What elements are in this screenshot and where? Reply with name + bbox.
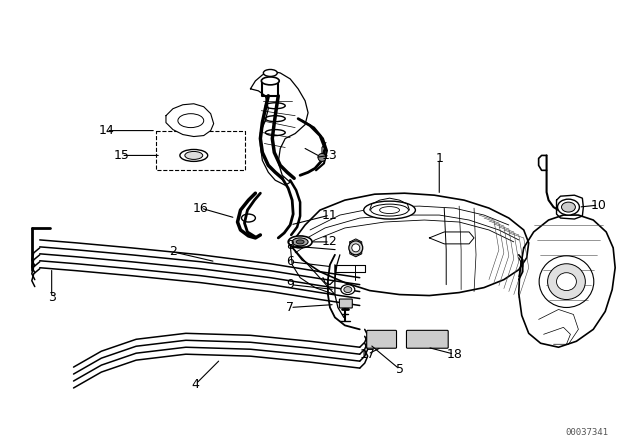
Ellipse shape: [548, 264, 586, 300]
Text: 4: 4: [192, 378, 200, 391]
Ellipse shape: [180, 150, 208, 161]
Ellipse shape: [288, 236, 312, 248]
Ellipse shape: [349, 241, 363, 255]
Text: 1: 1: [435, 152, 443, 165]
Ellipse shape: [296, 240, 304, 244]
Text: 7: 7: [286, 301, 294, 314]
Text: 13: 13: [322, 149, 338, 162]
Text: 00037341: 00037341: [565, 428, 608, 437]
Ellipse shape: [341, 284, 355, 294]
Ellipse shape: [318, 154, 326, 161]
Ellipse shape: [185, 151, 203, 159]
Polygon shape: [250, 71, 308, 185]
FancyBboxPatch shape: [406, 330, 448, 348]
Text: 18: 18: [446, 348, 462, 361]
Polygon shape: [166, 104, 214, 137]
Text: 5: 5: [396, 362, 403, 375]
FancyBboxPatch shape: [367, 330, 397, 348]
Ellipse shape: [364, 201, 415, 219]
Ellipse shape: [263, 69, 277, 77]
Polygon shape: [519, 215, 615, 347]
Text: 9: 9: [286, 278, 294, 291]
Text: 6: 6: [286, 255, 294, 268]
Text: 12: 12: [322, 235, 338, 248]
Text: 11: 11: [322, 209, 338, 222]
Text: 3: 3: [48, 291, 56, 304]
Ellipse shape: [561, 202, 575, 212]
FancyBboxPatch shape: [339, 299, 352, 308]
Ellipse shape: [344, 287, 352, 293]
Ellipse shape: [352, 244, 360, 252]
Ellipse shape: [557, 199, 579, 215]
Ellipse shape: [292, 238, 308, 246]
Text: 2: 2: [169, 246, 177, 258]
Text: 14: 14: [99, 124, 114, 137]
Text: 15: 15: [113, 149, 129, 162]
Ellipse shape: [261, 77, 279, 85]
Ellipse shape: [557, 273, 577, 291]
Text: 17: 17: [360, 348, 376, 361]
Polygon shape: [350, 239, 362, 257]
Text: 16: 16: [193, 202, 209, 215]
Polygon shape: [290, 193, 529, 296]
Text: 8: 8: [286, 239, 294, 252]
Text: 10: 10: [590, 198, 606, 211]
